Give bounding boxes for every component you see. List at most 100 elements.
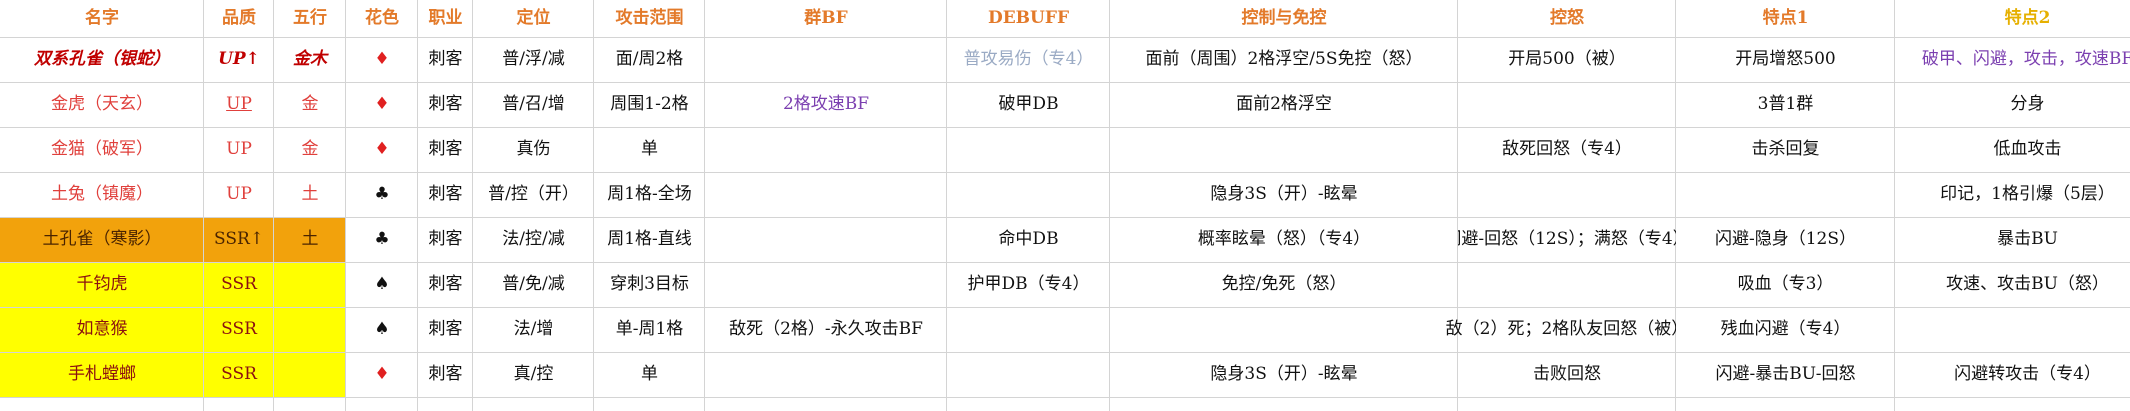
cell: 刺客 — [418, 352, 473, 397]
cell: 护甲DB（专4） — [705, 262, 1110, 307]
cell-text: UP — [226, 94, 252, 114]
cell-text: 开局增怒500 — [1735, 49, 1836, 69]
cell: 暴击BU — [1895, 217, 2130, 262]
cell-fill — [0, 307, 346, 352]
cell: 普攻易伤（专4） — [705, 37, 1110, 82]
cell: 普/免/减 — [473, 262, 594, 307]
grid-line — [0, 172, 2130, 173]
cell: ♦ — [346, 127, 418, 172]
cell-text: ♠ — [374, 319, 390, 339]
cell: 3普1群 — [1458, 82, 1895, 127]
cell: 刺客 — [418, 217, 473, 262]
cell-text: 手札螳螂 — [68, 364, 136, 384]
cell: 破甲、闪避，攻击，攻速BF — [1895, 37, 2130, 82]
cell: 击杀回复 — [1676, 127, 1895, 172]
cell: ♠ — [274, 262, 418, 307]
cell: 法/增 — [473, 307, 594, 352]
cell-text: ♦ — [374, 139, 390, 159]
grid-line — [0, 37, 2130, 38]
cell: UP — [204, 127, 274, 172]
cell: 开局增怒500 — [1676, 37, 1895, 82]
cell: 隐身3S（开）-眩晕 — [705, 172, 1895, 217]
cell: 土孔雀（寒影） — [0, 217, 204, 262]
cell: 名字 — [0, 0, 204, 37]
column-header: 花色 — [365, 8, 399, 28]
cell: SSR — [204, 262, 346, 307]
column-header: 特点2 — [2004, 8, 2051, 28]
cell-text: 普/控（开） — [488, 184, 579, 204]
cell-text: 千钧虎 — [76, 274, 128, 294]
cell-fill — [0, 262, 346, 307]
cell-text: 破甲DB — [998, 94, 1059, 114]
cell-text: 面前2格浮空 — [1236, 94, 1332, 114]
column-header: 五行 — [293, 8, 327, 28]
cell-text: 面/周2格 — [615, 49, 684, 69]
grid-line — [704, 0, 705, 411]
cell: 周1格-全场 — [594, 172, 1110, 217]
cell-text: 闪避-暴击BU-回怒 — [1715, 364, 1856, 384]
cell-text: 刺客 — [428, 139, 463, 159]
cell-text: 刺客 — [428, 229, 463, 249]
grid-line — [946, 0, 947, 411]
cell-text: SSR↑ — [213, 229, 265, 249]
cell: 真/控 — [473, 352, 594, 397]
cell: 低血攻击 — [1895, 127, 2130, 172]
cell: 破甲DB — [947, 82, 1110, 127]
cell-text: ♣ — [374, 184, 390, 204]
cell-text: 单-周1格 — [615, 319, 684, 339]
grid-line — [0, 307, 2130, 308]
cell-text: 敌（2）死；2格队友回怒（被） — [1445, 319, 1676, 339]
cell-text: 土 — [301, 184, 319, 204]
cell: 土 — [274, 217, 346, 262]
cell-text: 刺客 — [428, 94, 463, 114]
cell: ♦ — [346, 37, 418, 82]
cell: 面前（周围）2格浮空/5S免控（怒） — [1110, 37, 1458, 82]
cell: 闪避-回怒（12S）；满怒（专4） — [1458, 217, 1676, 262]
cell-text: 真伤 — [516, 139, 551, 159]
cell-text: 击败回怒 — [1533, 364, 1601, 384]
cell-text: 双系孔雀（银蛇） — [34, 49, 170, 69]
cell: 土兔（镇魔） — [0, 172, 204, 217]
cell-text: SSR — [221, 274, 257, 294]
cell: 刺客 — [418, 127, 473, 172]
cell-text: 攻速、攻击BU（怒） — [1946, 274, 2109, 294]
cell: 金 — [274, 127, 346, 172]
grid-line — [1894, 0, 1895, 411]
cell-text: 印记，1格引爆（5层） — [1940, 184, 2115, 204]
cell-text: SSR — [221, 364, 257, 384]
grid-line — [273, 0, 274, 411]
cell-text: 刺客 — [428, 274, 463, 294]
cell-text: 残血闪避（专4） — [1720, 319, 1851, 339]
cell: 手札螳螂 — [0, 352, 204, 397]
cell: 如意猴 — [0, 307, 204, 352]
cell-text: 护甲DB（专4） — [967, 274, 1090, 294]
grid-line — [345, 0, 346, 411]
cell-text: 分身 — [2010, 94, 2045, 114]
cell-text: 开局500（被） — [1508, 49, 1626, 69]
cell: 特点1 — [1676, 0, 1895, 37]
cell-text: 击杀回复 — [1751, 139, 1820, 159]
cell-text: 隐身3S（开）-眩晕 — [1210, 184, 1358, 204]
cell: 周围1-2格 — [594, 82, 705, 127]
cell-text: 金木 — [293, 49, 327, 69]
cell: ♠ — [274, 307, 418, 352]
cell: 周1格-直线 — [594, 217, 947, 262]
cell-text: 单 — [641, 364, 658, 384]
cell-text: 普/召/增 — [502, 94, 565, 114]
cell: 花色 — [346, 0, 418, 37]
cell: 刺客 — [418, 82, 473, 127]
cell: 面前2格浮空 — [1110, 82, 1676, 127]
cell-text: 概率眩晕（怒）（专4） — [1197, 229, 1371, 249]
cell: 控怒 — [1458, 0, 1676, 37]
cell-text: 单 — [641, 139, 658, 159]
cell-text: 金虎（天玄） — [51, 94, 153, 114]
cell: 普/浮/减 — [473, 37, 594, 82]
cell-text: 穿刺3目标 — [610, 274, 689, 294]
cell-fill — [0, 352, 346, 397]
column-header: 品质 — [222, 8, 256, 28]
cell-text: 破甲、闪避，攻击，攻速BF — [1921, 49, 2130, 69]
cell: UP — [204, 82, 274, 127]
cell: 隐身3S（开）-眩晕 — [705, 352, 1458, 397]
cell-text: 刺客 — [428, 49, 463, 69]
grid-line — [0, 397, 2130, 398]
